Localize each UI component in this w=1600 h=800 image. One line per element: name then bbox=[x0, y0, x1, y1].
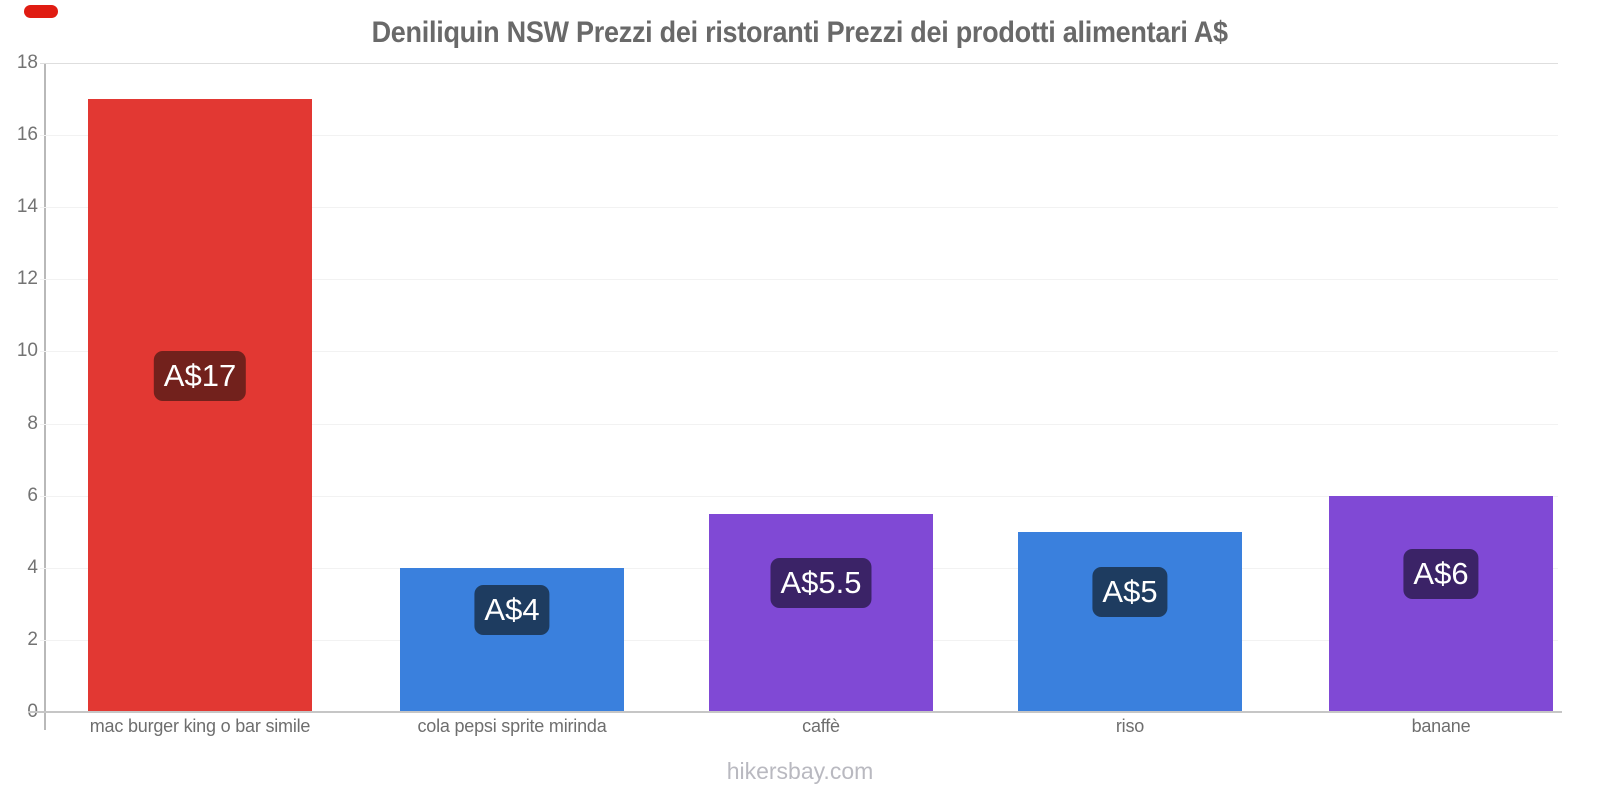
x-axis-label: mac burger king o bar simile bbox=[89, 716, 311, 736]
gridline bbox=[40, 351, 1558, 352]
gridline bbox=[40, 135, 1558, 136]
value-label: A$5.5 bbox=[770, 558, 872, 608]
x-axis-line bbox=[28, 711, 1562, 713]
y-tick-label: 14 bbox=[16, 196, 38, 217]
bar-1[interactable]: A$17 bbox=[88, 99, 312, 712]
value-label: A$4 bbox=[474, 585, 550, 635]
y-tick-label: 12 bbox=[16, 268, 38, 289]
value-label: A$5 bbox=[1092, 567, 1168, 617]
y-tick-label: 10 bbox=[16, 340, 38, 361]
value-label: A$17 bbox=[153, 350, 247, 401]
x-axis-label: riso bbox=[1115, 716, 1145, 736]
gridline bbox=[40, 279, 1558, 280]
bar-3[interactable]: A$5.5 bbox=[709, 514, 933, 712]
gridline bbox=[40, 207, 1558, 208]
y-axis-line bbox=[44, 63, 46, 730]
chart-title: Deniliquin NSW Prezzi dei ristoranti Pre… bbox=[0, 16, 1600, 50]
value-label: A$6 bbox=[1403, 549, 1479, 599]
x-axis-label: banane bbox=[1411, 716, 1471, 736]
gridline bbox=[40, 424, 1558, 425]
chart-title-text: Deniliquin NSW Prezzi dei ristoranti Pre… bbox=[371, 16, 1229, 49]
bar-5[interactable]: A$6 bbox=[1329, 496, 1553, 712]
gridline bbox=[40, 496, 1558, 497]
y-tick-label: 16 bbox=[16, 124, 38, 145]
top-left-red-mark bbox=[24, 5, 58, 18]
x-axis-label: caffè bbox=[802, 716, 840, 736]
x-axis-label: cola pepsi sprite mirinda bbox=[417, 716, 607, 736]
y-tick-label: 4 bbox=[27, 557, 38, 578]
y-tick-label: 6 bbox=[27, 485, 38, 506]
bar-2[interactable]: A$4 bbox=[400, 568, 624, 712]
y-tick-label: 2 bbox=[27, 629, 38, 650]
watermark: hikersbay.com bbox=[726, 758, 874, 784]
bar-4[interactable]: A$5 bbox=[1018, 532, 1242, 712]
y-tick-label: 8 bbox=[27, 413, 38, 434]
y-tick-label: 18 bbox=[16, 52, 38, 73]
gridline bbox=[40, 63, 1558, 64]
